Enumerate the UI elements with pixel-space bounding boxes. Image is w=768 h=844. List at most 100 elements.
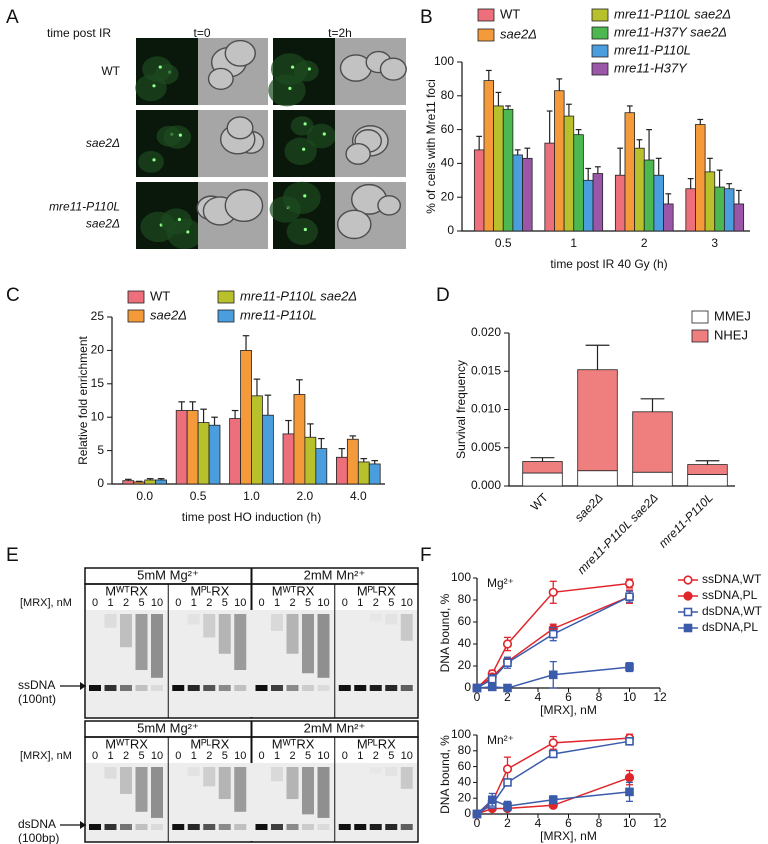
data-point — [487, 795, 497, 805]
legend-label: dsDNA,PL — [702, 620, 758, 634]
legend-label: sae2Δ — [150, 307, 187, 322]
y-axis-label: Relative fold enrichment — [76, 335, 90, 464]
bar — [197, 422, 210, 485]
protein-label: MᴾᴸRX — [190, 736, 229, 751]
free-band — [400, 824, 413, 830]
lane-number: 2 — [289, 597, 295, 609]
bar — [293, 394, 306, 485]
lane-number: 0 — [92, 750, 98, 762]
condition-label: 2mM Mn²⁺ — [304, 567, 366, 582]
bar — [554, 90, 565, 232]
free-band — [218, 824, 231, 830]
arrow-head — [80, 682, 86, 690]
y-tick-label: 15 — [91, 376, 105, 390]
cell — [207, 67, 234, 91]
shifted-band — [400, 767, 413, 789]
free-band — [338, 824, 351, 830]
free-band — [172, 685, 185, 691]
x-tick-label: 10 — [623, 816, 637, 830]
bar — [251, 395, 263, 485]
x-tick-label: 1.0 — [243, 489, 260, 503]
data-point — [472, 683, 482, 693]
legend-label: WT — [150, 288, 170, 303]
lane-number: 0 — [175, 750, 181, 762]
shifted-band — [302, 767, 314, 815]
shifted-band — [151, 614, 163, 678]
legend-swatch — [127, 290, 145, 304]
legend-label: mre11-P110L sae2Δ — [240, 288, 357, 303]
shifted-band — [385, 767, 398, 777]
shifted-band — [120, 767, 132, 794]
focus — [303, 227, 307, 232]
data-point — [487, 682, 497, 692]
free-band — [302, 685, 314, 691]
free-band — [255, 685, 268, 691]
substrate-name: dsDNA — [18, 817, 56, 831]
bar — [304, 436, 317, 485]
legend-label: mre11-P110L sae2Δ — [614, 6, 731, 21]
lane-number: 0 — [342, 597, 348, 609]
shifted-band — [271, 767, 283, 782]
panel-letter: F — [420, 545, 432, 566]
cell-glow — [286, 218, 319, 245]
y-tick-label: 40 — [458, 636, 472, 650]
lane-number: 0 — [92, 597, 98, 609]
y-tick-label: 0 — [464, 680, 471, 694]
bar — [229, 418, 241, 485]
bar — [144, 479, 157, 485]
shifted-band — [286, 767, 299, 800]
legend-marker — [683, 575, 693, 585]
lane-number: 10 — [234, 750, 246, 762]
shifted-band — [104, 614, 117, 628]
free-band — [354, 685, 367, 691]
lane-number: 5 — [138, 597, 144, 609]
data-point — [624, 578, 635, 589]
data-point — [548, 670, 558, 680]
legend-swatch — [591, 62, 609, 76]
y-tick-label: 25 — [91, 309, 105, 323]
bar — [695, 124, 706, 232]
data-point — [548, 587, 558, 597]
focus — [288, 86, 292, 90]
protein-label: MᵂᵀRX — [105, 583, 148, 598]
data-point — [472, 809, 482, 819]
bar — [357, 461, 370, 485]
x-tick-label: 0.5 — [495, 236, 512, 250]
data-point — [548, 749, 558, 759]
lane-axis-label: [MRX], nM — [20, 597, 72, 609]
x-tick-label: 6 — [565, 690, 572, 704]
y-tick-label: 100 — [434, 54, 454, 68]
cell-glow — [135, 74, 167, 102]
shifted-band — [234, 767, 247, 812]
x-tick-label: 2 — [504, 816, 511, 830]
cell-glow — [306, 123, 336, 149]
data-point — [502, 764, 513, 774]
legend-label: sae2Δ — [500, 26, 537, 41]
cell — [377, 195, 402, 216]
focus — [307, 67, 311, 71]
bar — [483, 80, 495, 232]
bar — [155, 479, 167, 485]
lane-number: 10 — [151, 597, 163, 609]
shifted-band — [218, 614, 231, 654]
bar — [624, 112, 636, 232]
cell — [345, 143, 371, 165]
panel-letter: B — [420, 7, 433, 28]
lane-number: 2 — [123, 750, 129, 762]
cell-glow — [284, 137, 317, 166]
time-header: time post IR — [47, 26, 111, 40]
y-tick-label: 0.010 — [471, 402, 501, 416]
y-tick-label: 20 — [91, 343, 105, 357]
substrate-name: ssDNA — [18, 678, 55, 692]
x-tick-label: 0 — [474, 816, 481, 830]
legend-swatch — [477, 8, 495, 22]
data-point — [625, 787, 634, 797]
focus — [302, 147, 306, 151]
x-tick-label: 0.0 — [136, 489, 153, 503]
y-tick-label: 40 — [441, 156, 455, 170]
legend-swatch — [691, 329, 709, 343]
y-axis-label: Survival frequency — [454, 360, 468, 459]
shifted-band — [234, 614, 247, 670]
bar — [632, 411, 673, 473]
